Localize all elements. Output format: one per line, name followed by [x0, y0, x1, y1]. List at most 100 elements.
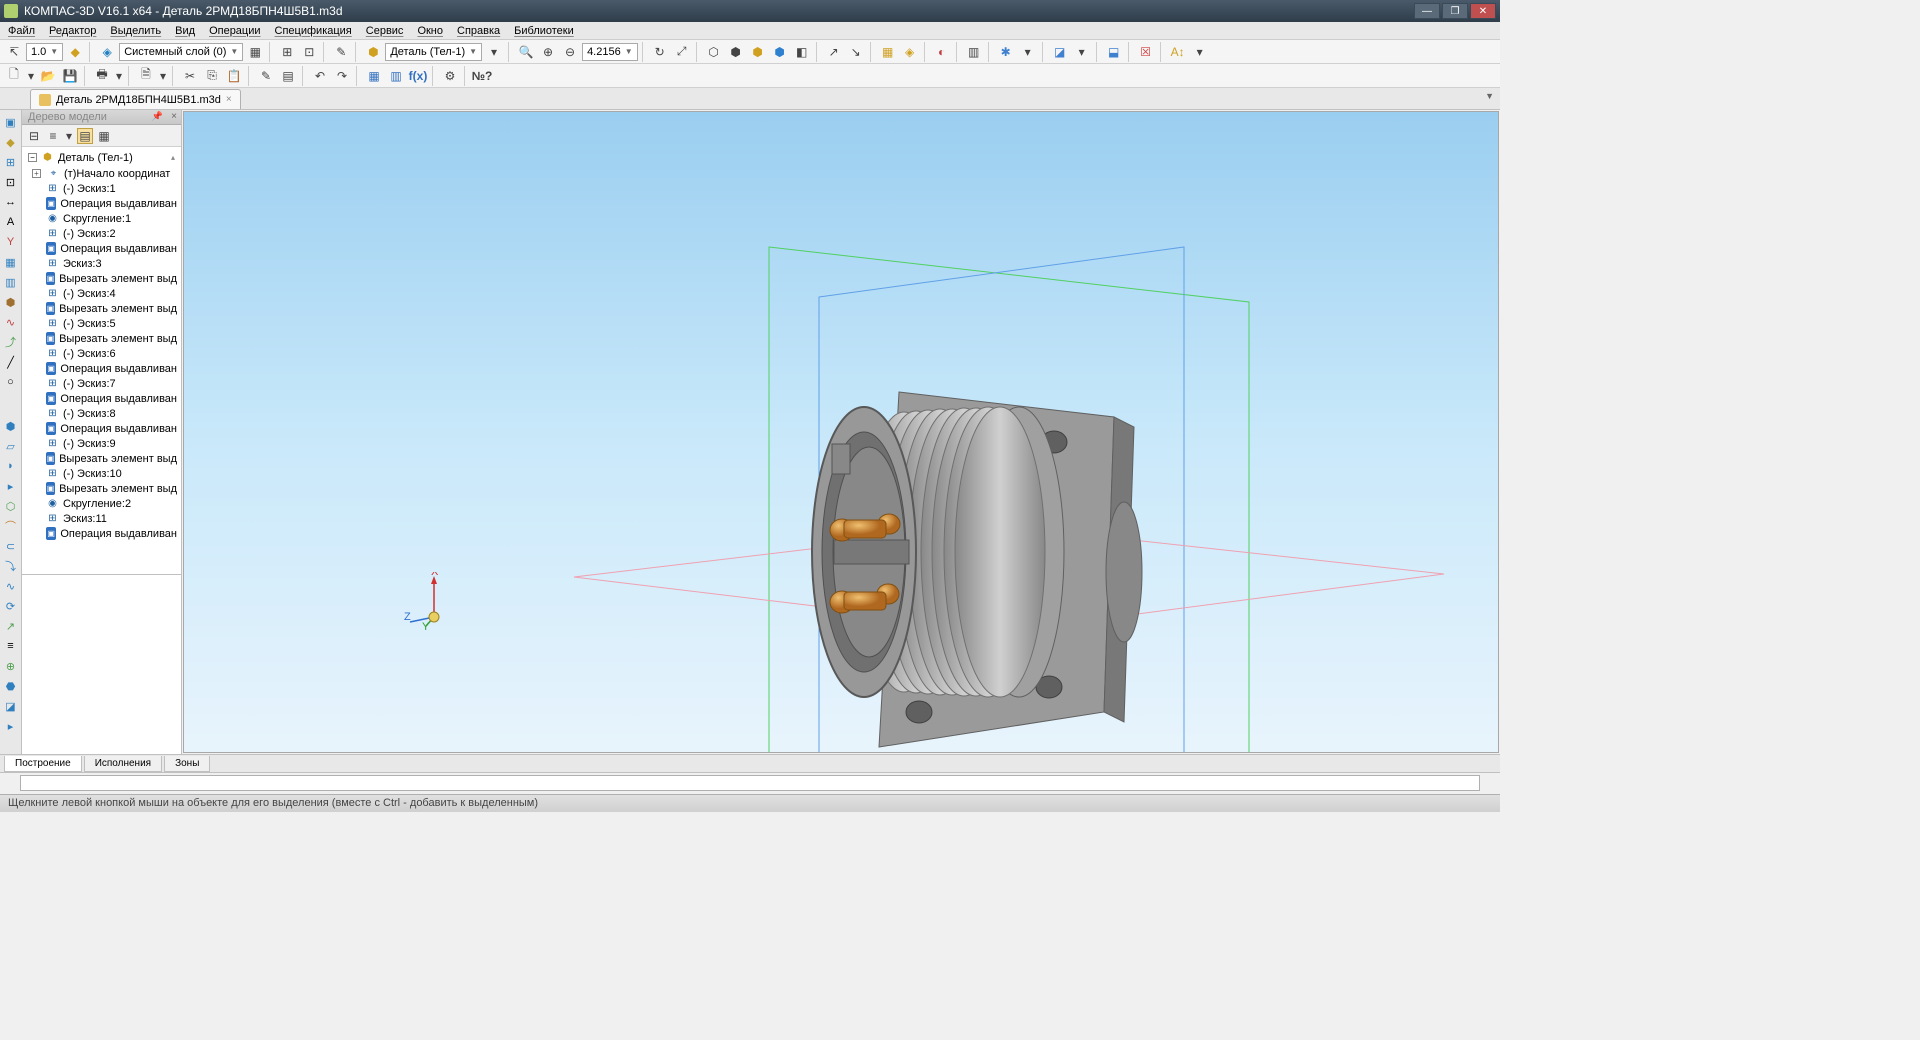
- tree-view-icon[interactable]: ▦: [96, 128, 112, 144]
- tool-icon[interactable]: ⊞: [277, 42, 297, 62]
- tool-icon[interactable]: ⤵: [3, 558, 19, 574]
- tool-icon[interactable]: ⬡: [3, 498, 19, 514]
- tree-item[interactable]: ⊞(-) Эскиз:8: [24, 406, 179, 421]
- tree-root[interactable]: − ⬢ Деталь (Тел-1) ▴: [24, 149, 179, 166]
- tree-item[interactable]: ⊞Эскиз:3: [24, 256, 179, 271]
- tool-icon[interactable]: ◐: [932, 42, 952, 62]
- bottom-tab[interactable]: Исполнения: [84, 756, 162, 772]
- tree-item[interactable]: ▣Операция выдавливан: [24, 241, 179, 256]
- tree-item[interactable]: ▣Вырезать элемент выд: [24, 301, 179, 316]
- open-icon[interactable]: 📂: [38, 66, 58, 86]
- bottom-tab[interactable]: Построение: [4, 756, 82, 772]
- maximize-button[interactable]: ❐: [1442, 3, 1468, 19]
- part-icon[interactable]: ⬢: [363, 42, 383, 62]
- tool-icon[interactable]: ▥: [964, 42, 984, 62]
- tree-item[interactable]: ▣Операция выдавливан: [24, 526, 179, 541]
- tool-icon[interactable]: ↔: [3, 194, 19, 210]
- tool-icon[interactable]: ⬢: [3, 418, 19, 434]
- view-icon[interactable]: ◧: [792, 42, 812, 62]
- cut-icon[interactable]: ✂: [180, 66, 200, 86]
- tool-icon[interactable]: ⤴: [3, 334, 19, 350]
- preview-icon[interactable]: 🗎: [136, 66, 156, 86]
- menu-item[interactable]: Файл: [8, 25, 35, 37]
- menu-item[interactable]: Окно: [417, 25, 443, 37]
- dropdown-icon[interactable]: ◆: [65, 42, 85, 62]
- zoom-out-icon[interactable]: ⊖: [560, 42, 580, 62]
- tool-icon[interactable]: A↕: [1168, 42, 1188, 62]
- tool-icon[interactable]: ∿: [3, 314, 19, 330]
- menu-item[interactable]: Вид: [175, 25, 195, 37]
- tool-icon[interactable]: ▣: [3, 114, 19, 130]
- tree-item[interactable]: ▣Операция выдавливан: [24, 196, 179, 211]
- shaded-icon[interactable]: ⬢: [748, 42, 768, 62]
- tool-icon[interactable]: ▦: [364, 66, 384, 86]
- 3d-viewport[interactable]: X Z Y: [183, 111, 1499, 753]
- close-button[interactable]: ✕: [1470, 3, 1496, 19]
- tool-icon[interactable]: ⊡: [3, 174, 19, 190]
- part-combo[interactable]: Деталь (Тел-1)▼: [385, 43, 482, 61]
- tool-icon[interactable]: ▥: [3, 274, 19, 290]
- tool-icon[interactable]: ✎: [256, 66, 276, 86]
- tool-icon[interactable]: ◪: [1050, 42, 1070, 62]
- bottom-tab[interactable]: Зоны: [164, 756, 210, 772]
- tree-view-icon[interactable]: ⊟: [26, 128, 42, 144]
- tool-icon[interactable]: ◪: [3, 698, 19, 714]
- tool-icon[interactable]: ▱: [3, 438, 19, 454]
- tree-view-icon[interactable]: ▤: [77, 128, 93, 144]
- new-icon[interactable]: 🗋: [4, 66, 24, 86]
- tool-icon[interactable]: ⟳: [3, 598, 19, 614]
- tool-icon[interactable]: ▦: [878, 42, 898, 62]
- tool-icon[interactable]: ⬣: [3, 678, 19, 694]
- tool-icon[interactable]: ⊡: [299, 42, 319, 62]
- tool-icon[interactable]: ↗: [824, 42, 844, 62]
- tool-icon[interactable]: ⌒: [3, 518, 19, 534]
- tree-item[interactable]: ▣Вырезать элемент выд: [24, 271, 179, 286]
- menu-item[interactable]: Редактор: [49, 25, 96, 37]
- command-input[interactable]: [20, 775, 1480, 791]
- cursor-icon[interactable]: ↸: [4, 42, 24, 62]
- tree-item[interactable]: ⊞(-) Эскиз:6: [24, 346, 179, 361]
- tree-item[interactable]: ▣Операция выдавливан: [24, 421, 179, 436]
- tree-item[interactable]: ▣Операция выдавливан: [24, 391, 179, 406]
- tool-icon[interactable]: ◆: [3, 134, 19, 150]
- tree-item[interactable]: ◉Скругление:2: [24, 496, 179, 511]
- dropdown-icon[interactable]: ▾: [1190, 42, 1210, 62]
- zoom-fit-icon[interactable]: 🔍: [516, 42, 536, 62]
- layer-combo[interactable]: Системный слой (0)▼: [119, 43, 243, 61]
- tree-item[interactable]: ⊞(-) Эскиз:2: [24, 226, 179, 241]
- dropdown-icon[interactable]: ▾: [158, 66, 168, 86]
- scale-combo[interactable]: 1.0▼: [26, 43, 63, 61]
- tool-icon[interactable]: ▦: [3, 254, 19, 270]
- panel-close-icon[interactable]: ×: [171, 111, 177, 122]
- dropdown-icon[interactable]: ▾: [484, 42, 504, 62]
- menu-item[interactable]: Сервис: [366, 25, 404, 37]
- menu-item[interactable]: Библиотеки: [514, 25, 574, 37]
- menu-item[interactable]: Справка: [457, 25, 500, 37]
- model-tree[interactable]: − ⬢ Деталь (Тел-1) ▴ +⌖(т)Начало координ…: [22, 147, 181, 574]
- tool-icon[interactable]: ↘: [846, 42, 866, 62]
- tree-item[interactable]: ⊞(-) Эскиз:1: [24, 181, 179, 196]
- copy-icon[interactable]: ⎘: [202, 66, 222, 86]
- tool-icon[interactable]: ⊂: [3, 538, 19, 554]
- tool-icon[interactable]: ╱: [3, 354, 19, 370]
- minimize-button[interactable]: —: [1414, 3, 1440, 19]
- dropdown-icon[interactable]: ▾: [64, 126, 74, 146]
- tool-icon[interactable]: ⊕: [3, 658, 19, 674]
- document-tab[interactable]: Деталь 2РМД18БПН4Ш5В1.m3d ×: [30, 89, 241, 109]
- tree-item[interactable]: ⊞(-) Эскиз:9: [24, 436, 179, 451]
- rotate-icon[interactable]: ↻: [650, 42, 670, 62]
- dropdown-icon[interactable]: ▾: [1072, 42, 1092, 62]
- menu-item[interactable]: Спецификация: [275, 25, 352, 37]
- dropdown-icon[interactable]: ▾: [114, 66, 124, 86]
- zoom-in-icon[interactable]: ⊕: [538, 42, 558, 62]
- layers-icon[interactable]: ◈: [97, 42, 117, 62]
- tree-item[interactable]: ◉Скругление:1: [24, 211, 179, 226]
- zoom-combo[interactable]: 4.2156▼: [582, 43, 638, 61]
- tool-icon[interactable]: ≡: [3, 638, 19, 654]
- redo-icon[interactable]: ↷: [332, 66, 352, 86]
- tree-item[interactable]: ▣Вырезать элемент выд: [24, 331, 179, 346]
- tabs-dropdown-icon[interactable]: ▼: [1485, 91, 1494, 101]
- tool-icon[interactable]: ⬢: [3, 294, 19, 310]
- tool-icon[interactable]: ⊞: [3, 154, 19, 170]
- menu-item[interactable]: Выделить: [110, 25, 161, 37]
